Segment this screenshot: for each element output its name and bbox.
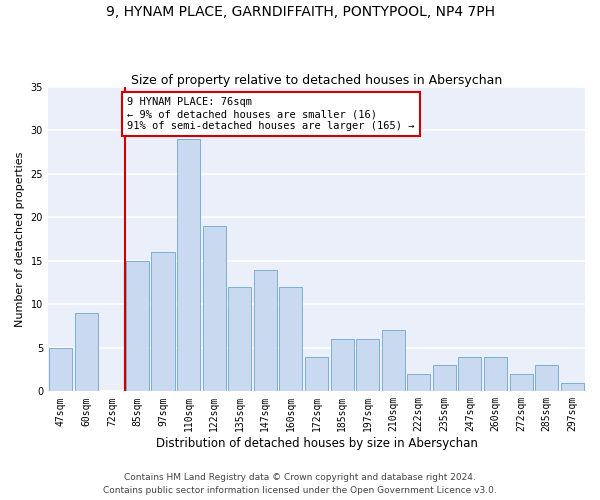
Title: Size of property relative to detached houses in Abersychan: Size of property relative to detached ho…: [131, 74, 502, 87]
Bar: [203, 226, 226, 392]
Bar: [177, 139, 200, 392]
Bar: [509, 374, 533, 392]
Bar: [280, 287, 302, 392]
Bar: [151, 252, 175, 392]
Bar: [382, 330, 404, 392]
Bar: [331, 339, 353, 392]
Bar: [407, 374, 430, 392]
Text: Contains HM Land Registry data © Crown copyright and database right 2024.
Contai: Contains HM Land Registry data © Crown c…: [103, 474, 497, 495]
Bar: [433, 365, 456, 392]
Bar: [535, 365, 558, 392]
Bar: [484, 356, 507, 392]
Bar: [458, 356, 481, 392]
X-axis label: Distribution of detached houses by size in Abersychan: Distribution of detached houses by size …: [155, 437, 478, 450]
Bar: [126, 261, 149, 392]
Bar: [254, 270, 277, 392]
Bar: [49, 348, 72, 392]
Bar: [75, 313, 98, 392]
Y-axis label: Number of detached properties: Number of detached properties: [15, 152, 25, 327]
Bar: [561, 382, 584, 392]
Text: 9 HYNAM PLACE: 76sqm
← 9% of detached houses are smaller (16)
91% of semi-detach: 9 HYNAM PLACE: 76sqm ← 9% of detached ho…: [127, 98, 415, 130]
Bar: [356, 339, 379, 392]
Text: 9, HYNAM PLACE, GARNDIFFAITH, PONTYPOOL, NP4 7PH: 9, HYNAM PLACE, GARNDIFFAITH, PONTYPOOL,…: [106, 5, 494, 19]
Bar: [305, 356, 328, 392]
Bar: [228, 287, 251, 392]
